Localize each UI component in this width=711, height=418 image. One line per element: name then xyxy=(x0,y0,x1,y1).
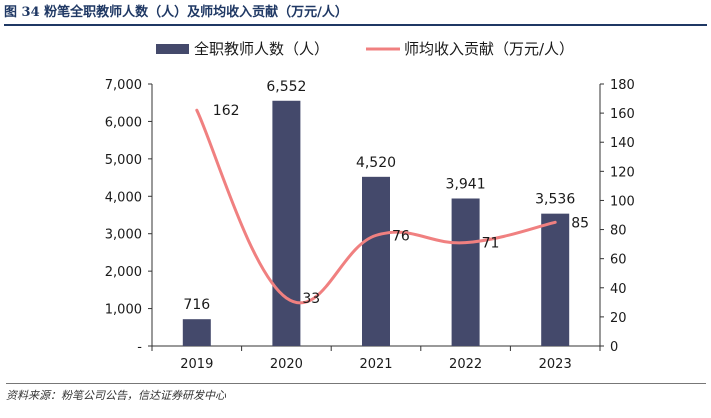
left-tick-label: 3,000 xyxy=(105,228,142,243)
bar xyxy=(451,198,480,346)
data-labels: 716 6,552 4,520 3,941 3,536 162 33 76 71 85 xyxy=(183,79,589,313)
right-tick-label: 40 xyxy=(610,282,627,297)
line-series xyxy=(195,108,557,305)
right-tick-label: 20 xyxy=(610,311,627,326)
x-tick-label: 2022 xyxy=(449,357,482,372)
source-note: 资料来源：粉笔公司公告，信达证券研发中心 xyxy=(6,383,706,403)
x-tick-label: 2021 xyxy=(359,357,392,372)
line-value-label: 162 xyxy=(213,103,240,119)
right-tick-label: 120 xyxy=(610,165,635,180)
x-tick-label: 2023 xyxy=(539,357,572,372)
figure-title: 图 34 粉笔全职教师人数（人）及师均收入贡献（万元/人） xyxy=(4,4,707,26)
bar-value-label: 6,552 xyxy=(266,79,306,95)
bar-series xyxy=(182,100,570,346)
line-path xyxy=(195,108,557,305)
left-tick-label: 2,000 xyxy=(105,265,142,280)
right-tick-label: 80 xyxy=(610,224,627,239)
bar xyxy=(272,100,301,346)
line-value-label: 85 xyxy=(571,215,589,231)
line-value-label: 76 xyxy=(392,228,410,244)
bar-value-label: 3,941 xyxy=(446,176,486,192)
legend-bar-swatch xyxy=(156,44,189,54)
x-tick-label: 2020 xyxy=(270,357,303,372)
bar-value-label: 4,520 xyxy=(356,155,396,171)
right-tick-label: 180 xyxy=(610,78,635,93)
right-tick-label: 160 xyxy=(610,107,635,122)
bar-value-label: 3,536 xyxy=(535,192,575,208)
left-tick-label: 7,000 xyxy=(105,78,142,93)
right-tick-label: 0 xyxy=(610,340,618,355)
bar-value-label: 716 xyxy=(183,297,210,313)
right-tick-label: 60 xyxy=(610,253,627,268)
line-value-label: 33 xyxy=(302,291,320,307)
left-tick-label: 5,000 xyxy=(105,153,142,168)
line-value-label: 71 xyxy=(482,236,500,252)
left-tick-label: - xyxy=(137,340,142,355)
left-tick-label: 1,000 xyxy=(105,303,142,318)
x-tick-label: 2019 xyxy=(180,357,213,372)
combo-chart: 全职教师人数（人） 师均收入贡献（万元/人） - 1,000 2,000 3,000 4… xyxy=(105,40,635,372)
right-tick-label: 100 xyxy=(610,194,635,209)
right-tick-label: 140 xyxy=(610,136,635,151)
bar xyxy=(182,319,211,346)
left-tick-label: 6,000 xyxy=(105,115,142,130)
left-tick-label: 4,000 xyxy=(105,190,142,205)
bar xyxy=(362,176,390,346)
legend: 全职教师人数（人） 师均收入贡献（万元/人） xyxy=(156,40,574,58)
axes: - 1,000 2,000 3,000 4,000 5,000 6,000 7,000 0 20 4… xyxy=(105,78,635,372)
legend-line-label: 师均收入贡献（万元/人） xyxy=(404,40,574,58)
bar xyxy=(541,213,570,346)
legend-bar-label: 全职教师人数（人） xyxy=(194,40,329,58)
